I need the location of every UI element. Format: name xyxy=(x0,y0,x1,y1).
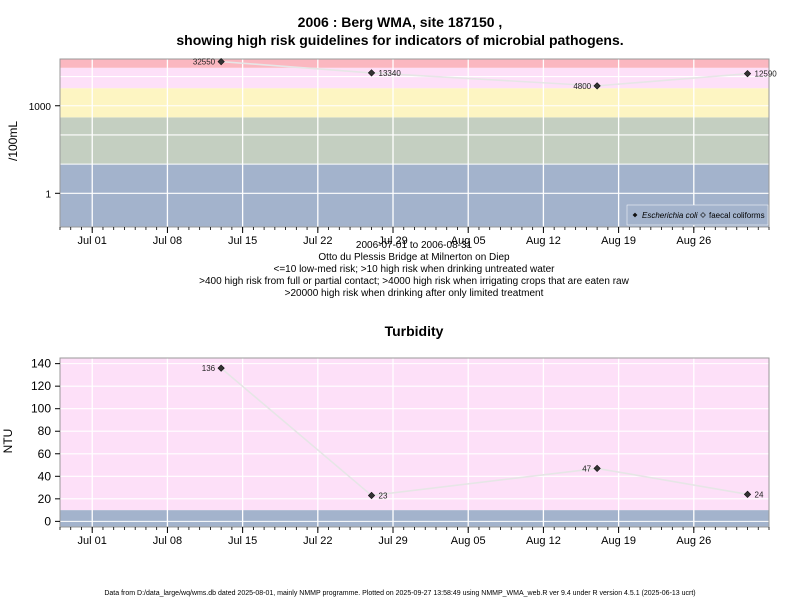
ecoli-risk-band-3 xyxy=(60,88,769,118)
legend-faecal-marker xyxy=(700,212,706,218)
turbidity-x-tick-label: Aug 26 xyxy=(676,535,711,547)
ecoli-x-tick-label: Jul 29 xyxy=(378,235,407,247)
turbidity-y-tick-label: 40 xyxy=(38,469,52,483)
turbidity-y-tick-label: 60 xyxy=(38,447,52,461)
ecoli-y-tick-label: 1 xyxy=(45,189,51,200)
turbidity-x-tick-label: Jul 29 xyxy=(378,535,407,547)
ecoli-x-tick-label: Aug 26 xyxy=(676,235,711,247)
turbidity-chart-title: Turbidity xyxy=(384,323,444,339)
turbidity-x-tick-label: Jul 15 xyxy=(228,535,257,547)
legend-ecoli-marker xyxy=(632,212,638,218)
turbidity-data-label: 23 xyxy=(379,491,388,500)
turbidity-chart: Jul 01 Jul 08 Jul 15 Jul 22 Jul 29 Aug 05 Aug … xyxy=(31,357,770,547)
ecoli-data-label: 4800 xyxy=(573,82,591,91)
guideline-text-1: <=10 low-med risk; >10 high risk when dr… xyxy=(273,264,555,275)
date-range-text: 2006-07-01 to 2006-08-31 xyxy=(355,240,473,251)
ecoli-chart: Jul 01 Jul 08 Jul 15 Jul 22 Jul 29 Aug 05 Aug … xyxy=(29,57,778,247)
turbidity-risk-band-2 xyxy=(60,358,769,511)
turbidity-y-tick-label: 140 xyxy=(31,357,51,371)
legend-faecal-label: faecal coliforms xyxy=(709,211,765,220)
ecoli-data-point xyxy=(743,70,752,78)
guideline-text-3: >20000 high risk when drinking after onl… xyxy=(284,288,544,299)
ecoli-risk-band-2 xyxy=(60,117,769,165)
turbidity-x-tick-label: Aug 12 xyxy=(526,535,561,547)
turbidity-y-tick-label: 120 xyxy=(31,379,51,393)
turbidity-y-tick-label: 0 xyxy=(44,514,51,528)
ecoli-data-label: 12590 xyxy=(755,70,778,79)
turbidity-data-label: 136 xyxy=(202,364,216,373)
turbidity-data-point xyxy=(593,464,601,473)
turbidity-data-point xyxy=(217,364,225,372)
ecoli-risk-band-5 xyxy=(60,59,769,68)
ecoli-x-tick-label: Jul 08 xyxy=(153,235,182,247)
turbidity-x-tick-label: Aug 05 xyxy=(451,535,486,547)
ecoli-data-point xyxy=(367,69,376,77)
ecoli-data-label: 32550 xyxy=(193,58,216,67)
ecoli-data-point xyxy=(593,82,601,90)
turbidity-x-tick-label: Jul 08 xyxy=(153,535,182,547)
ecoli-data-label: 13340 xyxy=(379,69,402,78)
ecoli-y-tick-label: 1000 xyxy=(29,102,52,113)
ecoli-x-tick-label: Jul 15 xyxy=(228,235,257,247)
guideline-text-2: >400 high risk from full or partial cont… xyxy=(199,276,629,287)
chart-title-line-2: showing high risk guidelines for indicat… xyxy=(176,32,624,48)
legend-ecoli-label: Escherichia coli xyxy=(642,211,698,220)
legend-box xyxy=(626,204,769,226)
turbidity-y-tick-label: 100 xyxy=(31,402,51,416)
turbidity-y-tick-label: 80 xyxy=(38,424,52,438)
ecoli-x-tick-label: Jul 22 xyxy=(303,235,332,247)
turbidity-x-tick-label: Jul 01 xyxy=(78,535,107,547)
turbidity-x-tick-label: Jul 22 xyxy=(303,535,332,547)
turbidity-series-line xyxy=(220,367,748,497)
turbidity-data-point xyxy=(743,490,752,498)
ecoli-x-tick-label: Aug 12 xyxy=(526,235,561,247)
footer-note: Data from D:/data_large/wq/wms.db dated … xyxy=(104,590,696,597)
turbidity-data-label: 47 xyxy=(582,464,591,473)
chart-title-line-1: 2006 : Berg WMA, site 187150 , xyxy=(297,14,503,30)
turbidity-data-label: 24 xyxy=(755,490,764,499)
turbidity-risk-band-1 xyxy=(60,510,769,527)
ecoli-x-tick-label: Aug 19 xyxy=(601,235,636,247)
site-name-text: Otto du Plessis Bridge at Milnerton on D… xyxy=(318,252,510,263)
ecoli-x-tick-label: Jul 01 xyxy=(78,235,107,247)
ecoli-x-tick-label: Aug 05 xyxy=(451,235,486,247)
ecoli-series-line xyxy=(221,60,748,87)
ecoli-risk-band-4 xyxy=(60,67,769,89)
turbidity-x-tick-label: Aug 19 xyxy=(601,535,636,547)
ecoli-data-point xyxy=(217,57,225,66)
turbidity-data-point xyxy=(367,491,376,500)
turbidity-y-tick-label: 20 xyxy=(38,492,52,506)
